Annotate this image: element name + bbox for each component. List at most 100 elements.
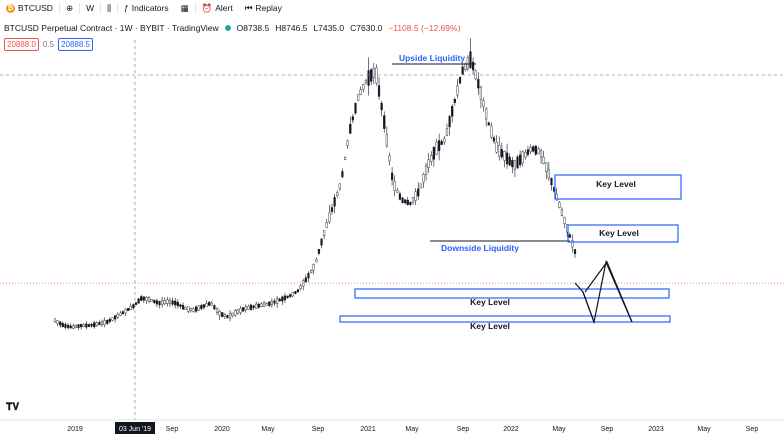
candle-body (77, 324, 80, 328)
compare-button[interactable]: ⊕ (60, 0, 79, 16)
candle-body (419, 183, 422, 189)
candle-body (119, 312, 122, 316)
candle-body (372, 68, 375, 78)
candle-body (513, 160, 516, 170)
projection-leg (605, 261, 633, 323)
series-legend: BTCUSD Perpetual Contract · 1W · BYBIT ·… (4, 23, 460, 33)
candle-body (168, 299, 172, 305)
candle-body (385, 134, 388, 146)
key-level-box-3 (354, 288, 670, 299)
candle-body (346, 140, 349, 146)
candle-body (174, 300, 177, 306)
candle-body (213, 305, 216, 310)
sell-price-button[interactable]: 20888.0 (4, 38, 39, 51)
divider (100, 2, 102, 14)
candle-body (260, 303, 263, 307)
time-axis-tick: 2022 (503, 426, 519, 433)
key-level-label-4: Key Level (470, 321, 510, 331)
candle-body (137, 298, 140, 304)
chart-type-button[interactable]: ⫼ (101, 0, 117, 16)
projection-path-2 (575, 242, 650, 322)
buy-price-button[interactable]: 20888.5 (58, 38, 93, 51)
upside-liquidity-label: Upside Liquidity (399, 53, 465, 63)
candle-body (393, 181, 396, 191)
candle-body (228, 313, 232, 319)
time-axis-tick: May (261, 426, 275, 433)
replay-button[interactable]: ⏮ Replay (239, 0, 288, 16)
candle-body (307, 273, 310, 279)
time-axis-tick: 2020 (214, 426, 230, 433)
candle-body (406, 199, 409, 205)
candle-body (529, 147, 532, 152)
candle-body (255, 303, 258, 309)
ohlc-low: L7435.0 (313, 23, 345, 33)
symbol-search[interactable]: ₿ BTCUSD (0, 0, 59, 16)
candle-body (315, 259, 318, 263)
candle-body (492, 137, 496, 142)
candle-body (380, 102, 383, 111)
candle-body (312, 264, 315, 271)
candle-body (500, 149, 503, 158)
candle-body (351, 116, 354, 121)
candle-body (114, 315, 117, 320)
candle-body (377, 85, 381, 97)
candle-body (487, 122, 490, 126)
alert-button[interactable]: ⏰ Alert (196, 0, 239, 16)
candle-body (64, 323, 67, 328)
candle-body (134, 302, 138, 305)
key-level-label-3: Key Level (470, 297, 510, 307)
tradingview-logo-icon: 𝐓𝐕 (6, 402, 20, 413)
candle-body (563, 217, 566, 224)
candle-body (309, 270, 313, 274)
key-level-box-2 (567, 224, 679, 243)
candle-body (508, 156, 511, 166)
divider (79, 2, 81, 14)
indicators-button[interactable]: ƒ Indicators (118, 0, 175, 16)
candle-body (103, 320, 106, 325)
candle-body (98, 322, 101, 326)
candle-body (571, 240, 574, 248)
candle-body (547, 169, 550, 179)
candle-body (333, 197, 336, 207)
candle-body (411, 197, 415, 203)
key-level-label-2: Key Level (599, 228, 639, 238)
candle-body (511, 159, 514, 168)
candle-body (469, 51, 472, 68)
candle-body (456, 85, 459, 96)
candle-body (215, 308, 219, 313)
key-level-box-4 (339, 315, 671, 323)
candle-body (189, 308, 192, 311)
layouts-button[interactable]: ▦ (175, 0, 195, 16)
alarm-icon: ⏰ (201, 2, 213, 13)
time-axis-tick: May (405, 426, 419, 433)
plus-circle-icon: ⊕ (65, 2, 74, 13)
candle-body (432, 147, 435, 160)
candle-body (153, 299, 156, 303)
candle-body (409, 201, 412, 205)
candle-body (66, 325, 70, 328)
candle-body (435, 141, 438, 155)
candle-body (286, 295, 289, 299)
candle-body (100, 321, 104, 325)
candle-body (367, 70, 370, 86)
candle-body (445, 128, 449, 136)
candle-body (291, 291, 294, 297)
grid-icon: ▦ (180, 2, 189, 13)
interval-button[interactable]: W (80, 0, 100, 16)
candle-body (485, 108, 488, 120)
candle-body (325, 222, 328, 228)
candle-body (424, 165, 428, 175)
candle-body (390, 172, 394, 181)
candle-body (354, 102, 357, 114)
projection-leg (582, 291, 595, 323)
candle-body (573, 249, 577, 255)
candle-body (106, 320, 109, 324)
candle-body (150, 298, 153, 302)
candle-body (121, 311, 125, 314)
candle-body (202, 304, 206, 308)
candle-body (328, 212, 331, 223)
candle-body (262, 302, 266, 307)
candle-body (82, 324, 85, 328)
candle-body (197, 305, 200, 311)
